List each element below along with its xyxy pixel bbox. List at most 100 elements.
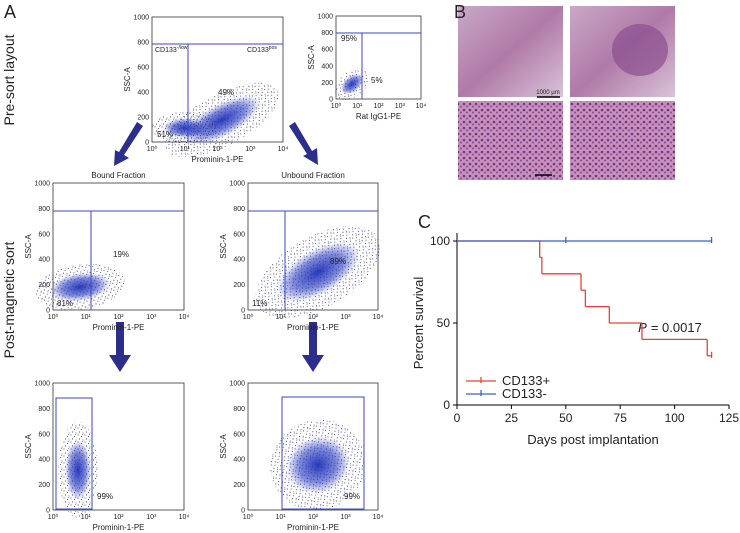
event-density	[340, 73, 364, 95]
x-tick-label: 10⁴	[373, 514, 384, 521]
x-tick-label: 75	[614, 411, 628, 425]
percent-label: 19%	[113, 250, 129, 259]
y-tick-label: 0	[329, 97, 333, 104]
event-density	[163, 118, 207, 138]
x-tick-label: 10⁴	[179, 514, 190, 521]
x-tick-label: 10⁴	[179, 314, 190, 321]
gate-box	[281, 396, 365, 510]
y-tick-label: 1000	[133, 15, 149, 22]
y-tick-label: 400	[233, 257, 245, 264]
x-tick-label: 10³	[146, 514, 157, 521]
y-tick-label: 600	[233, 431, 245, 438]
x-tick-label: 10⁴	[373, 314, 384, 321]
plot-title: Bound Fraction	[91, 171, 145, 180]
panel-label: A	[4, 2, 16, 22]
y-tick-label: 200	[38, 282, 50, 289]
x-tick-label: 10³	[245, 146, 256, 153]
y-tick-label: 200	[38, 482, 50, 489]
y-tick-label: 400	[321, 63, 333, 70]
x-tick-label: 10⁰	[147, 145, 158, 153]
y-tick-label: 1000	[229, 181, 245, 188]
percent-label: 99%	[344, 492, 360, 501]
y-tick-label: 600	[137, 65, 149, 72]
y-tick-label: 0	[145, 140, 149, 147]
arrows	[109, 122, 324, 372]
x-tick-label: 10¹	[81, 514, 92, 521]
x-tick-label: 10²	[308, 314, 319, 321]
y-tick-label: 100	[430, 234, 450, 248]
x-axis-label: Prominin-1-PE	[92, 323, 144, 332]
event-density	[65, 440, 91, 500]
percent-label: 89%	[330, 257, 346, 266]
y-tick-label: 600	[38, 231, 50, 238]
x-tick-label: 10¹	[352, 103, 363, 110]
x-tick-label: 50	[559, 411, 573, 425]
y-axis-label: SSC-A	[307, 45, 316, 70]
percent-label: 99%	[97, 492, 113, 501]
y-axis-label: SSC-A	[219, 234, 228, 259]
row-label: Pre-sort layout	[1, 34, 17, 125]
x-axis-label: Rat IgG1-PE	[356, 112, 401, 121]
flow-plot: 0 200 400 600 800 1000 10⁰ 10¹ 10² 10³ 10⁴ Prominin…	[123, 15, 289, 165]
y-tick-label: 600	[321, 47, 333, 54]
y-axis-label: SSC-A	[219, 434, 228, 459]
y-tick-label: 1000	[34, 381, 50, 388]
scale-bar-label: 1000 µm	[536, 90, 559, 96]
y-tick-label: 600	[38, 431, 50, 438]
x-tick-label: 100	[665, 411, 685, 425]
gate-label-sup: -/low	[177, 45, 188, 51]
y-tick-label: 1000	[317, 14, 333, 21]
x-tick-label: 125	[719, 411, 739, 425]
x-tick-label: 25	[505, 411, 519, 425]
percent-label: 95%	[341, 34, 357, 43]
y-tick-label: 0	[443, 398, 450, 412]
x-tick-label: 10³	[146, 314, 157, 321]
y-tick-label: 600	[233, 231, 245, 238]
event-density	[286, 436, 350, 494]
y-tick-label: 200	[137, 115, 149, 122]
x-tick-label: 10²	[113, 314, 124, 321]
y-tick-label: 800	[38, 206, 50, 213]
y-axis-label: Percent survival	[411, 277, 426, 370]
y-tick-label: 400	[38, 257, 50, 264]
x-axis-label: Prominin-1-PE	[287, 323, 339, 332]
x-tick-label: 10³	[340, 314, 351, 321]
panel-label: C	[418, 212, 431, 232]
annotation-symbol: P	[638, 320, 647, 335]
x-axis-label: Prominin-1-PE	[92, 523, 144, 532]
x-tick-label: 0	[454, 411, 461, 425]
x-tick-label: 10²	[212, 146, 223, 153]
percent-label: 81%	[57, 299, 73, 308]
flow-plot: 0 200 400 600 800 1000 10⁰ 10¹ 10² 10³ 10⁴ Prominin…	[24, 381, 189, 533]
gate-label: CD133-/low	[155, 45, 188, 54]
gate-label-text: CD133	[247, 47, 269, 54]
x-tick-label: 10⁰	[243, 313, 254, 321]
x-axis-label: Prominin-1-PE	[191, 155, 243, 164]
y-tick-label: 800	[233, 206, 245, 213]
event-density	[276, 242, 360, 302]
annotation-text: = 0.0017	[651, 320, 702, 335]
flow-plot: 0 200 400 600 800 1000 10⁰ 10¹ 10² 10³ 10⁴ Prominin…	[24, 171, 189, 332]
legend-label: CD133+	[502, 373, 550, 388]
percent-label: 51%	[157, 130, 173, 139]
y-tick-label: 50	[437, 316, 451, 330]
y-axis-label: SSC-A	[24, 434, 33, 459]
x-axis-label: Days post implantation	[527, 432, 659, 447]
x-tick-label: 10⁴	[278, 146, 289, 153]
y-tick-label: 400	[137, 90, 149, 97]
x-tick-label: 10¹	[275, 314, 286, 321]
annotation: P = 0.0017	[638, 320, 702, 335]
x-tick-label: 10⁰	[331, 102, 342, 110]
y-tick-label: 1000	[229, 381, 245, 388]
legend-label: CD133-	[502, 386, 547, 401]
y-axis-label: SSC-A	[24, 234, 33, 259]
percent-label: 49%	[218, 88, 234, 97]
x-tick-label: 10²	[113, 514, 124, 521]
y-tick-label: 400	[233, 457, 245, 464]
gate-label-text: CD133	[155, 47, 177, 54]
y-tick-label: 200	[233, 282, 245, 289]
y-tick-label: 800	[321, 30, 333, 37]
gate-label: CD133pos	[247, 45, 277, 54]
